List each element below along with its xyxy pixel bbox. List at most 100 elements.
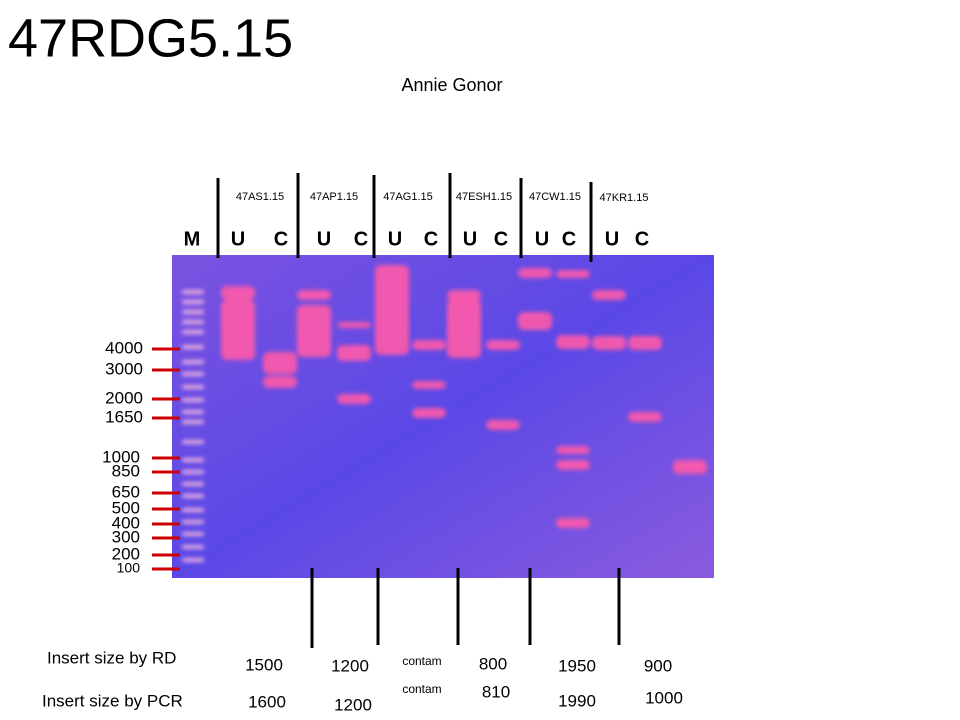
- band: [412, 381, 446, 389]
- sample-label: 47KR1.15: [600, 192, 649, 204]
- band: [518, 268, 552, 278]
- marker-size: 1650: [105, 407, 143, 426]
- marker-size: 2000: [105, 388, 143, 407]
- marker-size: 400: [112, 513, 140, 532]
- band: [556, 335, 590, 349]
- ladder-band: [182, 508, 204, 512]
- marker-size: 500: [112, 498, 140, 517]
- lane-label: U: [388, 228, 402, 250]
- ladder-band: [182, 532, 204, 536]
- ladder-band: [182, 558, 204, 562]
- ladder-band: [182, 545, 204, 549]
- lane-label: U: [463, 228, 477, 250]
- lane-label: U: [535, 228, 549, 250]
- lane-label: U: [231, 228, 245, 250]
- ladder-band: [182, 470, 204, 474]
- band: [486, 340, 520, 350]
- band: [628, 336, 662, 350]
- ladder-band: [182, 398, 204, 402]
- band: [337, 394, 371, 404]
- marker-size: 3000: [105, 359, 143, 378]
- band: [412, 408, 446, 418]
- marker-size: 4000: [105, 338, 143, 357]
- band: [556, 270, 590, 278]
- insert-size: 1600: [248, 692, 286, 711]
- ladder-band: [182, 300, 204, 304]
- insert-size: 800: [479, 654, 507, 673]
- band: [592, 336, 626, 350]
- band: [337, 322, 371, 328]
- ladder-band: [182, 345, 204, 349]
- marker-size: 650: [112, 482, 140, 501]
- marker-size: 100: [117, 560, 141, 576]
- lane-label: C: [424, 228, 438, 250]
- ladder-band: [182, 385, 204, 389]
- insert-size: 1200: [331, 656, 369, 675]
- band: [412, 340, 446, 350]
- lane-label: C: [354, 228, 368, 250]
- band: [556, 518, 590, 528]
- ladder-band: [182, 310, 204, 314]
- band: [447, 300, 481, 358]
- band: [556, 460, 590, 470]
- band: [375, 265, 409, 355]
- band: [518, 312, 552, 330]
- ladder-band: [182, 420, 204, 424]
- band: [297, 290, 331, 300]
- row-label: Insert size by PCR: [42, 691, 183, 710]
- sample-label: 47AP1.15: [310, 191, 358, 203]
- author: Annie Gonor: [401, 75, 502, 95]
- lane-label: U: [605, 228, 619, 250]
- lane-label: C: [562, 228, 576, 250]
- band: [337, 345, 371, 361]
- sample-label: 47AS1.15: [236, 191, 284, 203]
- ladder-band: [182, 440, 204, 444]
- band: [221, 300, 255, 360]
- ladder-band: [182, 494, 204, 498]
- row-label: Insert size by RD: [47, 648, 176, 667]
- band: [673, 460, 707, 474]
- gel-bands: [182, 265, 707, 562]
- marker-size: 300: [112, 527, 140, 546]
- ladder-band: [182, 290, 204, 294]
- sample-label: 47ESH1.15: [456, 191, 512, 203]
- lane-label: C: [494, 228, 508, 250]
- sample-label: 47AG1.15: [383, 191, 433, 203]
- lane-label: U: [317, 228, 331, 250]
- band: [556, 446, 590, 454]
- insert-size: 900: [644, 656, 672, 675]
- insert-size: 1950: [558, 656, 596, 675]
- insert-size: 810: [482, 682, 510, 701]
- ladder-band: [182, 320, 204, 324]
- band: [221, 286, 255, 300]
- title: 47RDG5.15: [8, 8, 293, 68]
- insert-size: 1200: [334, 695, 372, 714]
- divider-lines: [216, 173, 621, 648]
- lane-label: C: [274, 228, 288, 250]
- insert-size: 1000: [645, 688, 683, 707]
- band: [486, 420, 520, 430]
- ladder-band: [182, 372, 204, 376]
- marker-size: 200: [112, 544, 140, 563]
- band: [628, 412, 662, 422]
- ladder-band: [182, 360, 204, 364]
- ladder-band: [182, 520, 204, 524]
- insert-size: contam: [402, 654, 441, 668]
- band: [263, 376, 297, 388]
- lane-label: C: [635, 228, 649, 250]
- insert-size: 1990: [558, 691, 596, 710]
- insert-size: contam: [402, 682, 441, 696]
- ladder-band: [182, 458, 204, 462]
- ladder-band: [182, 410, 204, 414]
- marker-size: 1000: [102, 447, 140, 466]
- insert-size: 1500: [245, 655, 283, 674]
- band: [447, 290, 481, 302]
- lane-label: M: [184, 228, 201, 250]
- band: [263, 352, 297, 374]
- marker-size: 850: [112, 461, 140, 480]
- sample-label: 47CW1.15: [529, 191, 581, 203]
- ladder-band: [182, 330, 204, 334]
- band: [592, 290, 626, 300]
- ladder-band: [182, 482, 204, 486]
